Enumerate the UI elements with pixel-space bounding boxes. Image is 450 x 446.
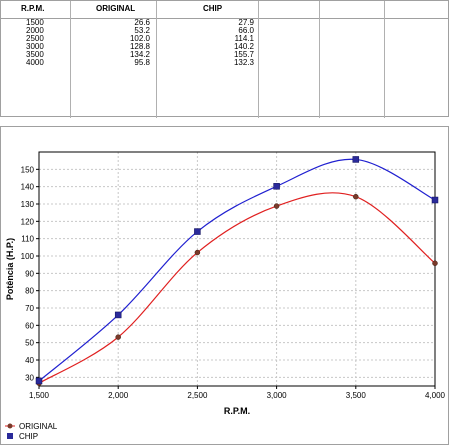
column-divider [319,1,320,118]
cell-chip: 155.7 [233,50,254,59]
cell-rpm: 2000 [26,26,44,35]
y-tick-label: 150 [21,165,35,174]
header-chip: CHIP [203,4,223,13]
y-tick-label: 90 [25,269,34,278]
y-tick-label: 70 [25,304,34,313]
y-tick-label: 110 [21,235,34,244]
y-axis-title: Potência (H.P.) [5,238,15,300]
original-point [194,249,201,256]
data-table: R.P.M. ORIGINAL CHIP 1500 26.6 27.9 2000… [0,0,449,118]
plot-frame [38,151,436,387]
y-tick-label: 50 [25,339,34,348]
table-header-row: R.P.M. ORIGINAL CHIP [1,1,448,19]
cell-original: 53.2 [134,26,150,35]
cell-chip: 140.2 [233,42,254,51]
column-divider [70,1,71,118]
cell-rpm: 3000 [26,42,44,51]
column-divider [384,1,385,118]
header-original: ORIGINAL [96,4,136,13]
chip-point [352,156,360,163]
power-chart: 30 40 50 60 70 80 90 100 110 120 130 140 150 1,500 2,… [5,151,446,441]
x-axis-ticks: 1,500 2,000 2,500 3,000 3,500 4,000 [29,386,446,400]
original-legend-label: ORIGINAL [19,422,58,431]
y-tick-label: 40 [25,356,34,365]
chip-point [273,183,280,190]
chip-point [114,311,122,319]
chip-legend-label: CHIP [19,432,38,441]
x-tick-label: 2,000 [108,391,129,400]
chip-line [38,158,436,382]
cell-rpm: 2500 [26,34,44,43]
y-tick-label: 60 [25,321,34,330]
y-tick-label: 140 [21,183,35,192]
y-tick-label: 120 [21,217,35,226]
original-point [432,260,438,267]
y-tick-label: 100 [21,252,35,261]
original-point [115,334,121,340]
header-rpm: R.P.M. [21,4,45,13]
original-line [38,192,436,384]
x-tick-label: 3,000 [267,391,288,400]
column-divider [156,1,157,118]
x-tick-label: 3,500 [346,391,367,400]
x-tick-label: 2,500 [187,391,208,400]
gridlines [38,152,436,386]
y-tick-label: 130 [21,200,35,209]
cell-chip: 27.9 [238,18,254,27]
cell-rpm: 3500 [26,50,44,59]
chart-panel: 30 40 50 60 70 80 90 100 110 120 130 140 150 1,500 2,… [0,126,449,445]
cell-original: 102.0 [129,34,150,43]
cell-original: 95.8 [134,58,150,67]
cell-chip: 114.1 [234,34,254,43]
cell-original: 128.8 [129,42,150,51]
cell-rpm: 1500 [26,18,44,27]
original-legend-marker [7,423,13,429]
cell-original: 26.6 [134,18,150,27]
chip-point [35,377,43,385]
cell-chip: 66.0 [238,26,254,35]
original-point [353,193,359,200]
cell-chip: 132.3 [233,58,254,67]
chip-legend-marker [7,433,13,439]
x-tick-label: 4,000 [425,391,446,400]
chip-point [194,228,201,235]
x-axis-title: R.P.M. [224,406,250,416]
y-tick-label: 30 [25,373,34,382]
y-axis-ticks: 30 40 50 60 70 80 90 100 110 120 130 140 150 [21,165,39,382]
x-tick-label: 1,500 [29,391,50,400]
series-layer [35,156,439,386]
original-point [273,203,280,209]
y-tick-label: 80 [25,287,34,296]
chip-point [431,196,439,204]
cell-rpm: 4000 [26,58,44,67]
cell-original: 134.2 [129,50,150,59]
column-divider [258,1,259,118]
